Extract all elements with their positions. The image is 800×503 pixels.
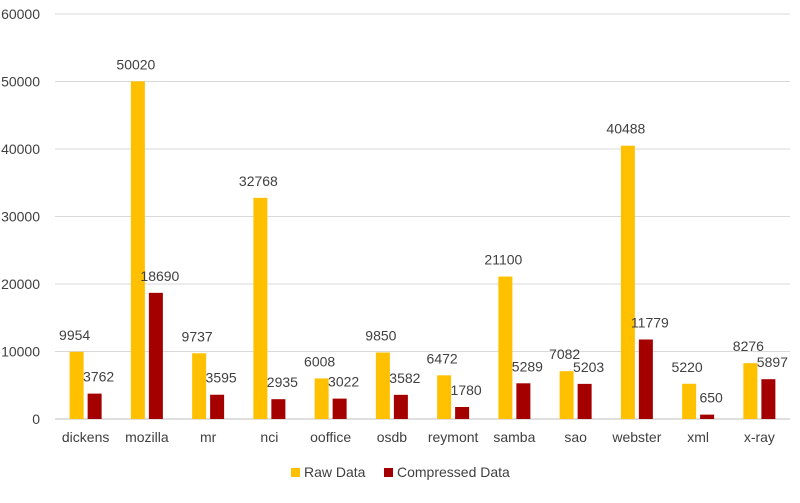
raw-data-label-xml: 5220 bbox=[672, 359, 703, 375]
x-tick-label-mr: mr bbox=[200, 429, 217, 445]
compressed-data-bar-mozilla bbox=[148, 292, 163, 419]
raw-data-label-mr: 9737 bbox=[182, 328, 213, 344]
x-tick-label-ooffice: ooffice bbox=[310, 429, 351, 445]
compressed-data-label-mr: 3595 bbox=[206, 370, 237, 386]
raw-data-bar-x-ray bbox=[743, 363, 758, 419]
x-tick-label-dickens: dickens bbox=[62, 429, 109, 445]
compressed-data-bar-xml bbox=[700, 414, 715, 419]
raw-data-bar-osdb bbox=[375, 352, 390, 419]
raw-data-bar-webster bbox=[620, 145, 635, 419]
x-tick-label-mozilla: mozilla bbox=[125, 429, 169, 445]
compressed-data-bar-mr bbox=[210, 394, 225, 419]
x-tick-label-nci: nci bbox=[260, 429, 278, 445]
compressed-data-bar-samba bbox=[516, 383, 531, 419]
x-tick-label-osdb: osdb bbox=[377, 429, 408, 445]
raw-data-label-x-ray: 8276 bbox=[733, 338, 764, 354]
y-tick-label: 20000 bbox=[1, 276, 40, 292]
raw-data-bar-xml bbox=[682, 383, 697, 419]
raw-data-label-webster: 40488 bbox=[606, 121, 645, 137]
y-tick-label: 0 bbox=[32, 411, 40, 427]
raw-data-legend-label: Raw Data bbox=[304, 464, 366, 480]
compressed-data-label-samba: 5289 bbox=[512, 358, 543, 374]
y-tick-label: 60000 bbox=[1, 6, 40, 22]
compressed-data-label-sao: 5203 bbox=[573, 359, 604, 375]
compressed-data-bar-dickens bbox=[87, 393, 102, 419]
x-tick-label-xml: xml bbox=[687, 429, 709, 445]
data-labels: 9954 3762 50020 18690 9737 3595 32768 2935 6008 3… bbox=[59, 56, 788, 405]
compressed-data-label-osdb: 3582 bbox=[389, 370, 420, 386]
raw-data-label-nci: 32768 bbox=[239, 173, 278, 189]
x-tick-label-sao: sao bbox=[564, 429, 587, 445]
compressed-data-label-reymont: 1780 bbox=[451, 382, 482, 398]
x-tick-label-x-ray: x-ray bbox=[744, 429, 775, 445]
raw-data-bar-ooffice bbox=[314, 378, 329, 419]
raw-data-bar-samba bbox=[498, 276, 513, 419]
compressed-data-legend-swatch bbox=[384, 468, 393, 477]
raw-data-label-samba: 21100 bbox=[484, 252, 522, 268]
y-tick-label: 10000 bbox=[1, 344, 40, 360]
compressed-data-bar-reymont bbox=[455, 406, 470, 419]
compressed-data-bar-ooffice bbox=[332, 398, 347, 419]
raw-data-label-sao: 7082 bbox=[549, 346, 580, 362]
compressed-data-legend-label: Compressed Data bbox=[397, 464, 510, 480]
compressed-data-label-webster: 11779 bbox=[631, 314, 669, 330]
raw-data-bar-mozilla bbox=[130, 81, 145, 420]
compressed-data-bar-webster bbox=[638, 339, 653, 419]
x-tick-label-reymont: reymont bbox=[428, 429, 479, 445]
raw-data-bar-dickens bbox=[69, 351, 84, 419]
compressed-data-label-ooffice: 3022 bbox=[328, 374, 359, 390]
x-tick-label-samba: samba bbox=[493, 429, 535, 445]
raw-data-bar-mr bbox=[192, 353, 207, 419]
raw-data-label-reymont: 6472 bbox=[427, 350, 458, 366]
raw-data-bar-sao bbox=[559, 371, 574, 419]
raw-data-label-osdb: 9850 bbox=[365, 328, 396, 344]
compressed-data-label-dickens: 3762 bbox=[83, 369, 114, 385]
raw-data-label-mozilla: 50020 bbox=[116, 56, 155, 72]
compressed-data-label-x-ray: 5897 bbox=[757, 354, 788, 370]
compressed-data-label-mozilla: 18690 bbox=[140, 268, 179, 284]
compressed-data-label-nci: 2935 bbox=[267, 374, 298, 390]
x-axis-tick-labels: dickens mozilla mr nci ooffice osdb reymont sam… bbox=[62, 429, 775, 445]
compressed-data-bar-osdb bbox=[393, 394, 408, 419]
compressed-data-label-xml: 650 bbox=[699, 390, 723, 406]
gridlines bbox=[55, 13, 790, 420]
y-tick-label: 30000 bbox=[1, 209, 40, 225]
y-axis-tick-labels: 0 10000 20000 30000 40000 50000 60000 bbox=[1, 6, 40, 427]
raw-data-label-ooffice: 6008 bbox=[304, 353, 335, 369]
raw-data-bar-reymont bbox=[437, 375, 452, 419]
y-tick-label: 50000 bbox=[1, 74, 40, 90]
x-tick-label-webster: webster bbox=[611, 429, 661, 445]
compressed-data-bar-nci bbox=[271, 399, 286, 419]
raw-data-label-dickens: 9954 bbox=[59, 327, 90, 343]
raw-data-legend-swatch bbox=[291, 468, 300, 477]
compressed-data-bar-sao bbox=[577, 383, 592, 419]
compressed-data-bar-x-ray bbox=[761, 379, 776, 419]
legend: Raw Data Compressed Data bbox=[291, 464, 510, 480]
raw-data-bar-nci bbox=[253, 197, 268, 419]
bars bbox=[69, 81, 776, 420]
y-tick-label: 40000 bbox=[1, 141, 40, 157]
